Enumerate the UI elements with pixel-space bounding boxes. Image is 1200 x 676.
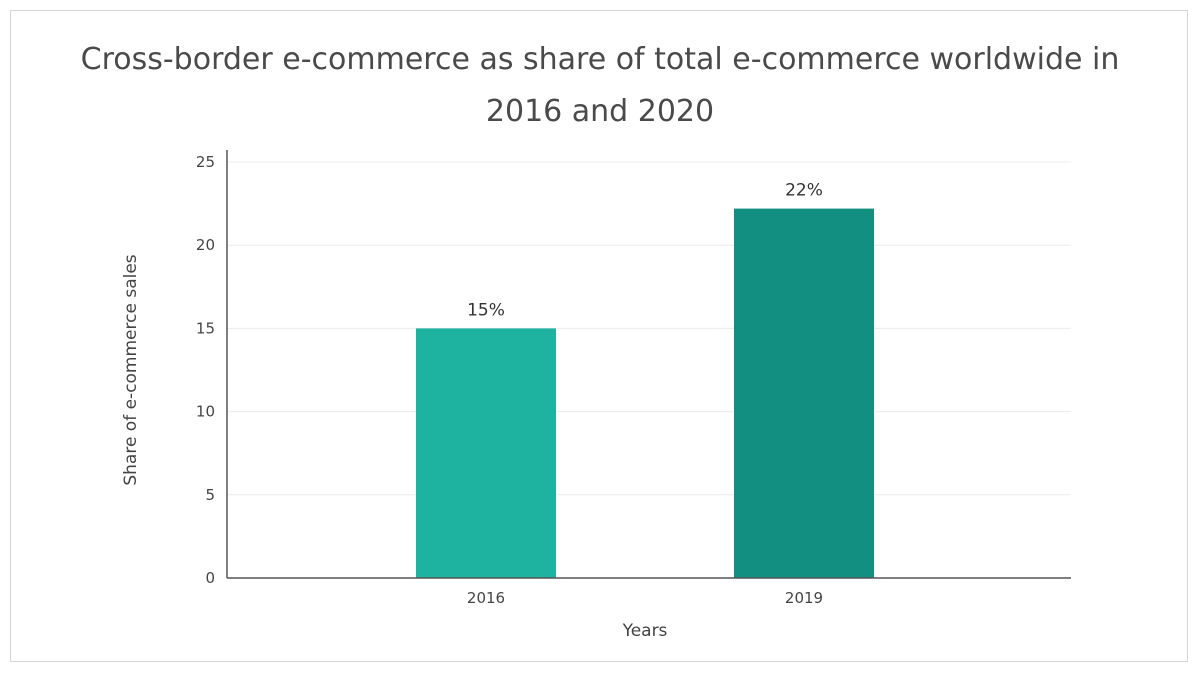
y-tick-label: 10 [196,403,215,421]
y-tick-label: 25 [196,153,215,171]
x-tick-label-2016: 2016 [467,589,505,607]
y-tick-label: 0 [205,569,215,587]
data-label-2016: 15% [467,300,505,320]
data-label-2019: 22% [785,181,823,201]
labels: 0 5 10 15 20 25 15% 2016 22% 2019 [196,153,823,607]
y-axis-title: Share of e-commerce sales [121,254,141,485]
gridlines [227,161,1071,496]
y-tick-label: 20 [196,236,215,254]
bar-2019 [734,208,874,579]
y-tick-label: 15 [196,319,215,337]
bar-2016 [416,328,556,578]
chart-frame [10,10,1188,662]
chart-title: Cross-border e-commerce as share of tota… [80,42,1120,129]
axes [226,150,1071,579]
y-tick-label: 5 [205,486,215,504]
bars [416,208,874,579]
x-tick-label-2019: 2019 [785,589,823,607]
x-axis-title: Years [622,621,668,641]
